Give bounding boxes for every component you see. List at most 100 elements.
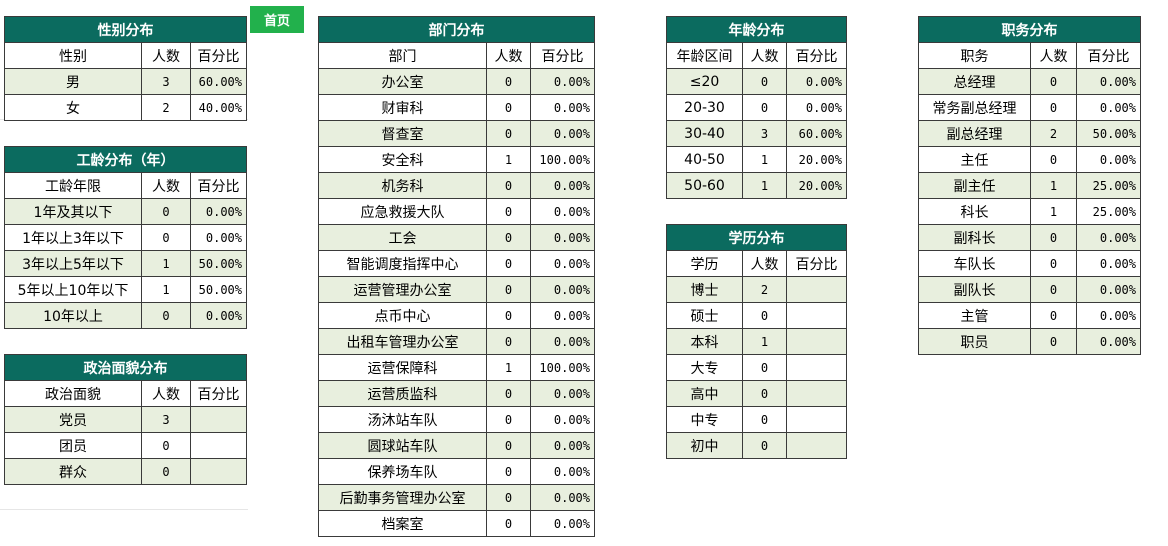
cell-label: 群众 xyxy=(4,458,142,485)
cell-percent: 0.00% xyxy=(530,68,595,95)
cell-label: 保养场车队 xyxy=(318,458,487,485)
cell-percent: 20.00% xyxy=(786,146,847,173)
column-header: 百分比 xyxy=(530,42,595,69)
position-title: 职务分布 xyxy=(918,16,1141,43)
table-row: 中专 0 xyxy=(666,406,847,433)
cell-count: 0 xyxy=(742,68,787,95)
cell-label: 50-60 xyxy=(666,172,743,199)
cell-count: 1 xyxy=(486,146,531,173)
table-row: 本科 1 xyxy=(666,328,847,355)
cell-label: 后勤事务管理办公室 xyxy=(318,484,487,511)
table-row: 初中 0 xyxy=(666,432,847,459)
cell-label: 硕士 xyxy=(666,302,743,329)
cell-label: 常务副总经理 xyxy=(918,94,1031,121)
column-header: 学历 xyxy=(666,250,743,277)
cell-label: 初中 xyxy=(666,432,743,459)
table-row: 工会 0 0.00% xyxy=(318,224,595,251)
column-header: 人数 xyxy=(141,172,191,199)
cell-label: 主任 xyxy=(918,146,1031,173)
cell-percent: 0.00% xyxy=(530,276,595,303)
column-header: 百分比 xyxy=(190,172,247,199)
education-title: 学历分布 xyxy=(666,224,847,251)
cell-percent xyxy=(786,380,847,407)
table-row: 点币中心 0 0.00% xyxy=(318,302,595,329)
column-header: 百分比 xyxy=(190,42,247,69)
cell-label: 女 xyxy=(4,94,142,121)
cell-count: 3 xyxy=(141,68,191,95)
cell-count: 0 xyxy=(486,406,531,433)
cell-percent: 0.00% xyxy=(190,302,247,329)
cell-percent xyxy=(786,302,847,329)
cell-label: 本科 xyxy=(666,328,743,355)
table-row: 机务科 0 0.00% xyxy=(318,172,595,199)
cell-percent: 0.00% xyxy=(1076,146,1141,173)
cell-count: 0 xyxy=(141,432,191,459)
cell-label: 副总经理 xyxy=(918,120,1031,147)
table-row: 总经理 0 0.00% xyxy=(918,68,1141,95)
table-row: 高中 0 xyxy=(666,380,847,407)
cell-label: 出租车管理办公室 xyxy=(318,328,487,355)
cell-label: 男 xyxy=(4,68,142,95)
cell-count: 3 xyxy=(742,120,787,147)
cell-label: 督查室 xyxy=(318,120,487,147)
cell-count: 1 xyxy=(486,354,531,381)
cell-count: 0 xyxy=(1030,68,1077,95)
table-row: 30-40 3 60.00% xyxy=(666,120,847,147)
table-row: 副主任 1 25.00% xyxy=(918,172,1141,199)
cell-label: 10年以上 xyxy=(4,302,142,329)
cell-label: 20-30 xyxy=(666,94,743,121)
table-row: 应急救援大队 0 0.00% xyxy=(318,198,595,225)
cell-count: 0 xyxy=(486,302,531,329)
column-header: 性别 xyxy=(4,42,142,69)
cell-count: 0 xyxy=(486,380,531,407)
cell-percent: 0.00% xyxy=(530,510,595,537)
table-row: 大专 0 xyxy=(666,354,847,381)
cell-count: 1 xyxy=(141,276,191,303)
cell-count: 0 xyxy=(1030,146,1077,173)
column-header: 人数 xyxy=(742,250,787,277)
cell-percent: 50.00% xyxy=(190,276,247,303)
cell-percent: 0.00% xyxy=(530,250,595,277)
cell-count: 0 xyxy=(141,224,191,251)
cell-label: 运营质监科 xyxy=(318,380,487,407)
table-row: 20-30 0 0.00% xyxy=(666,94,847,121)
cell-percent: 0.00% xyxy=(1076,250,1141,277)
political-table: 政治面貌分布 政治面貌 人数 百分比 党员 3 团员 0 群众 0 xyxy=(3,354,248,485)
cell-percent: 0.00% xyxy=(530,406,595,433)
cell-percent: 100.00% xyxy=(530,146,595,173)
column-header: 人数 xyxy=(742,42,787,69)
gender-title: 性别分布 xyxy=(4,16,247,43)
column-header: 人数 xyxy=(141,380,191,407)
cell-count: 0 xyxy=(742,302,787,329)
cell-count: 0 xyxy=(486,68,531,95)
sheet-gridline xyxy=(0,509,248,510)
cell-percent: 0.00% xyxy=(530,484,595,511)
cell-count: 0 xyxy=(486,94,531,121)
table-row: 男 3 60.00% xyxy=(4,68,247,95)
table-row: 运营管理办公室 0 0.00% xyxy=(318,276,595,303)
cell-count: 0 xyxy=(486,224,531,251)
cell-percent: 0.00% xyxy=(530,458,595,485)
table-row: 主任 0 0.00% xyxy=(918,146,1141,173)
cell-label: 财审科 xyxy=(318,94,487,121)
table-row: ≤20 0 0.00% xyxy=(666,68,847,95)
table-row: 档案室 0 0.00% xyxy=(318,510,595,537)
table-row: 3年以上5年以下 1 50.00% xyxy=(4,250,247,277)
political-title: 政治面貌分布 xyxy=(3,354,248,381)
cell-label: 30-40 xyxy=(666,120,743,147)
table-row: 50-60 1 20.00% xyxy=(666,172,847,199)
cell-count: 1 xyxy=(141,250,191,277)
cell-count: 0 xyxy=(1030,250,1077,277)
cell-percent xyxy=(786,276,847,303)
table-row: 主管 0 0.00% xyxy=(918,302,1141,329)
cell-percent: 0.00% xyxy=(530,120,595,147)
cell-percent: 25.00% xyxy=(1076,198,1141,225)
column-header: 年龄区间 xyxy=(666,42,743,69)
cell-count: 0 xyxy=(1030,224,1077,251)
cell-percent: 0.00% xyxy=(1076,302,1141,329)
home-button[interactable]: 首页 xyxy=(249,5,305,34)
cell-label: 工会 xyxy=(318,224,487,251)
cell-label: 3年以上5年以下 xyxy=(4,250,142,277)
cell-label: 圆球站车队 xyxy=(318,432,487,459)
cell-label: 党员 xyxy=(4,406,142,433)
